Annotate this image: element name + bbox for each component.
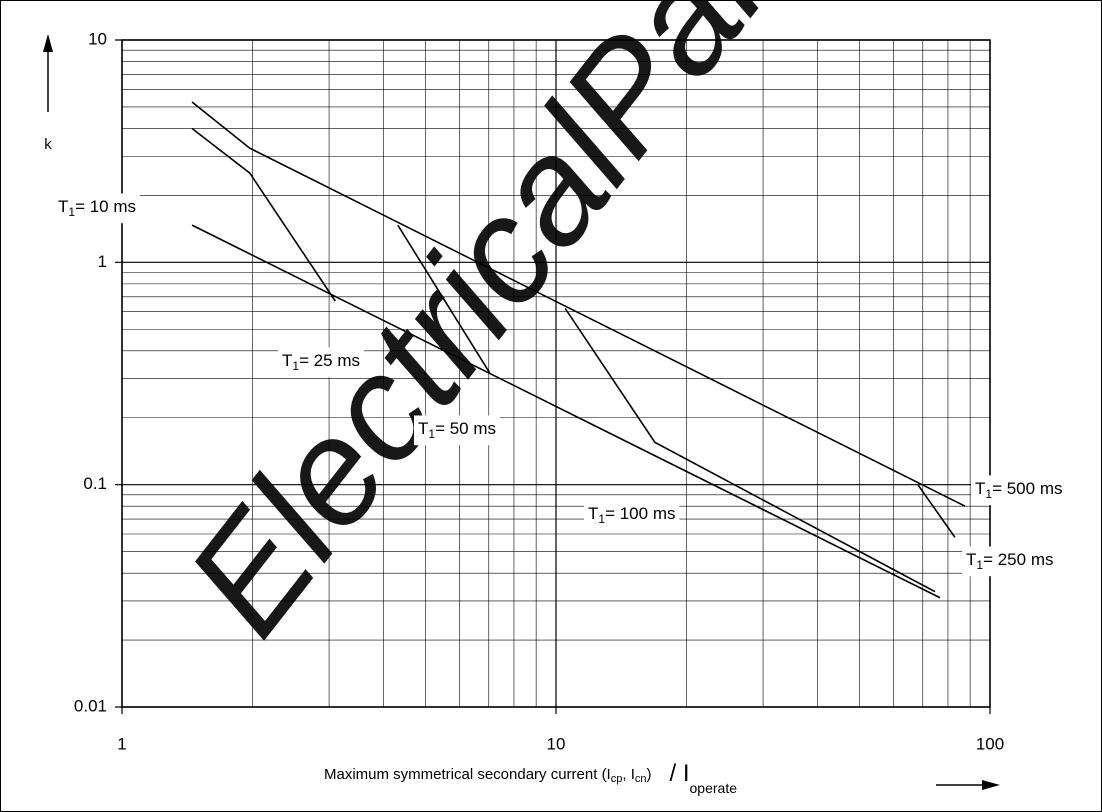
label-rest: = 100 ms xyxy=(605,504,675,523)
curve-label: T1= 10 ms xyxy=(54,193,141,224)
y-tick-label: 10 xyxy=(88,29,107,48)
label-bg xyxy=(584,500,680,531)
x-label-sub: cp xyxy=(611,773,623,785)
data-line xyxy=(397,224,491,374)
x-label-part: Maximum symmetrical secondary current (I xyxy=(324,766,611,783)
x-axis-label: Maximum symmetrical secondary current (I… xyxy=(324,760,737,795)
curve-label: T1= 250 ms xyxy=(962,546,1058,577)
label-main: T xyxy=(966,550,976,569)
plot-border xyxy=(121,39,991,708)
label-bg xyxy=(54,193,141,224)
data-line xyxy=(917,484,956,538)
label-main: T xyxy=(58,197,68,216)
label-bg xyxy=(278,347,365,378)
x-arrow-head xyxy=(982,780,1000,790)
label-bg xyxy=(962,546,1058,577)
label-rest: = 25 ms xyxy=(299,351,360,370)
curve-label: T1= 500 ms xyxy=(971,475,1067,506)
x-label-slash: / I xyxy=(670,760,690,787)
y-tick-label: 1 xyxy=(98,252,107,271)
x-tick-label: 100 xyxy=(976,734,1004,753)
label-rest: = 50 ms xyxy=(435,419,496,438)
label-sub: 1 xyxy=(68,205,75,219)
label-main: T xyxy=(588,504,598,523)
label-sub: 1 xyxy=(598,512,605,526)
x-label-sub: operate xyxy=(690,780,738,796)
label-sub: 1 xyxy=(976,558,983,572)
label-main: T xyxy=(418,419,428,438)
x-label-sub: cn xyxy=(635,773,647,785)
data-line xyxy=(191,224,941,599)
data-line xyxy=(191,101,966,507)
curve-label: T1= 25 ms xyxy=(278,347,365,378)
y-axis-label: k xyxy=(44,136,52,153)
label-bg xyxy=(971,475,1067,506)
curve-label: T1= 50 ms xyxy=(414,415,501,446)
curve-label-text: T1= 250 ms xyxy=(966,550,1053,572)
label-rest: = 500 ms xyxy=(992,479,1062,498)
label-main: T xyxy=(282,351,292,370)
y-tick-label: 0.1 xyxy=(83,474,107,493)
curve-label-text: T1= 100 ms xyxy=(588,504,675,526)
x-tick-label: 1 xyxy=(117,734,126,753)
y-arrow-head xyxy=(43,34,53,52)
x-tick-label: 10 xyxy=(547,734,566,753)
label-main: T xyxy=(975,479,985,498)
data-line xyxy=(564,308,936,593)
label-sub: 1 xyxy=(428,427,435,441)
label-bg xyxy=(414,415,501,446)
x-label-part: , I xyxy=(622,766,635,783)
y-tick-label: 0.01 xyxy=(74,696,107,715)
curve-label-text: T1= 500 ms xyxy=(975,479,1062,501)
curve-label-text: T1= 25 ms xyxy=(282,351,360,373)
label-sub: 1 xyxy=(292,359,299,373)
label-sub: 1 xyxy=(985,487,992,501)
curve-label-text: T1= 50 ms xyxy=(418,419,496,441)
x-label-part: ) xyxy=(647,766,652,783)
data-line xyxy=(191,127,336,302)
curve-label: T1= 100 ms xyxy=(584,500,680,531)
label-rest: = 250 ms xyxy=(983,550,1053,569)
label-rest: = 10 ms xyxy=(75,197,136,216)
curve-label-text: T1= 10 ms xyxy=(58,197,136,219)
